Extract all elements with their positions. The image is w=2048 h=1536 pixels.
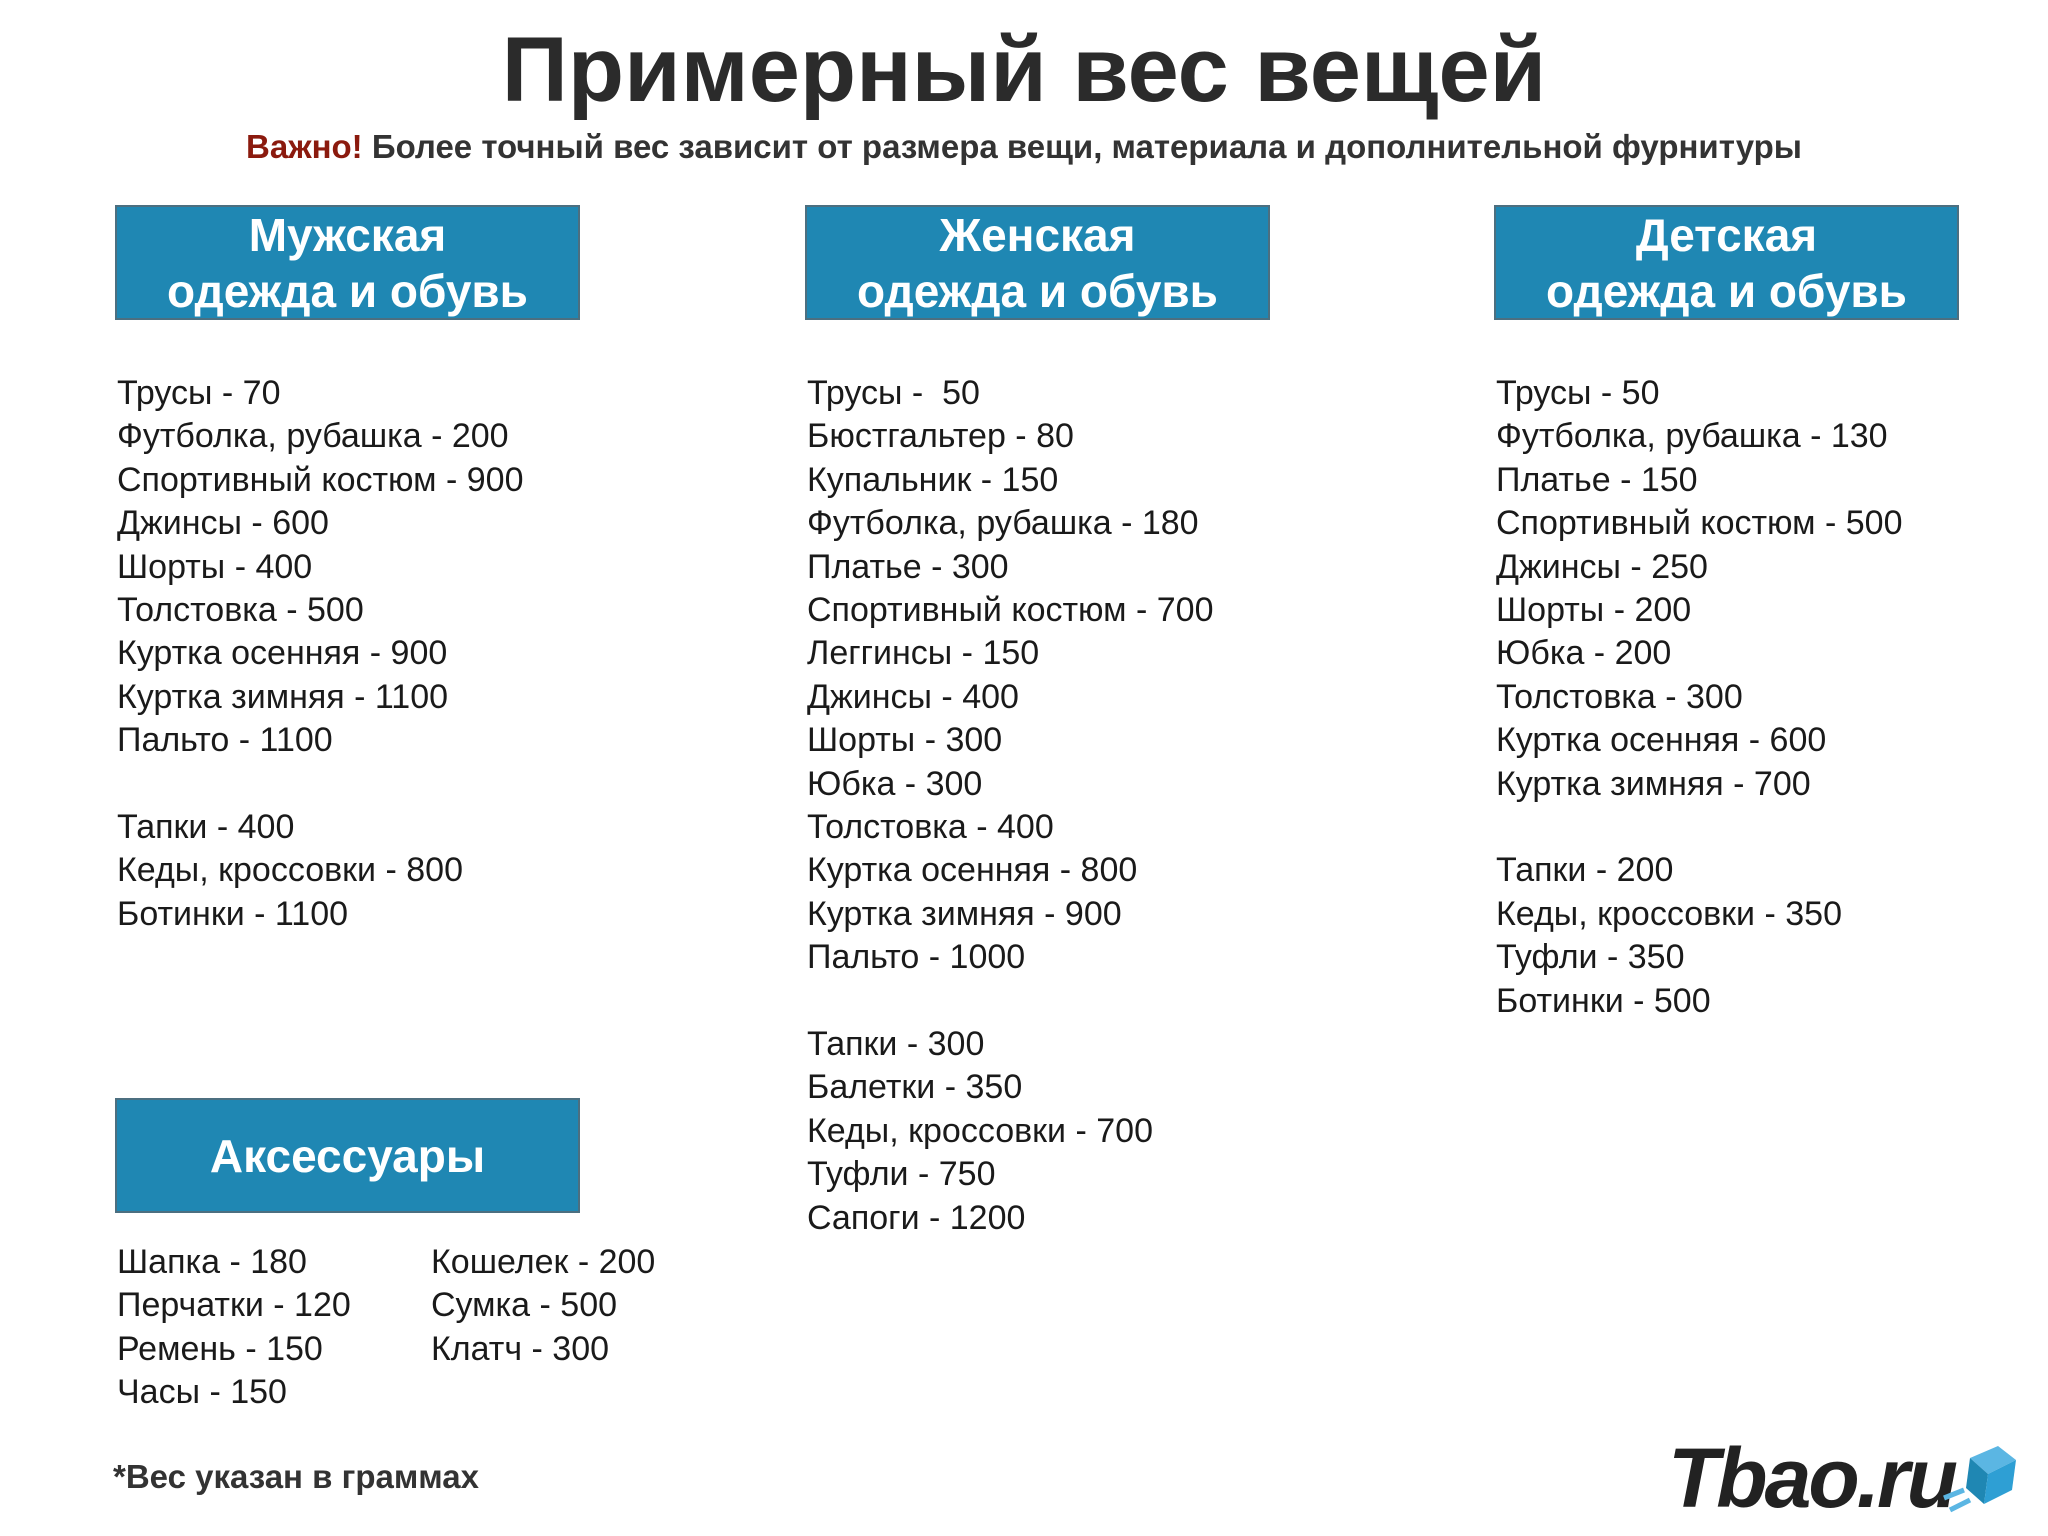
item: Платье - 150 [1496, 460, 1698, 499]
item: Куртка осенняя - 600 [1496, 721, 1827, 760]
item: Джинсы - 600 [117, 504, 329, 543]
item: Бюстгальтер - 80 [807, 417, 1074, 456]
logo: Tbao.ru [1668, 1431, 1958, 1525]
item: Спортивный костюм - 900 [117, 460, 524, 499]
section-title-line: Мужская [248, 208, 447, 261]
item: Леггинсы - 150 [807, 634, 1040, 673]
item: Ремень - 150 [117, 1329, 323, 1368]
item: Туфли - 350 [1496, 938, 1685, 977]
item: Туфли - 750 [807, 1155, 996, 1194]
item: Спортивный костюм - 500 [1496, 504, 1903, 543]
item: Юбка - 200 [1496, 634, 1672, 673]
item: Часы - 150 [117, 1373, 287, 1412]
item: Толстовка - 300 [1496, 677, 1743, 716]
section-title-line: Женская [939, 208, 1136, 261]
item: Тапки - 200 [1496, 851, 1674, 890]
item: Куртка зимняя - 1100 [117, 677, 449, 716]
section-header: Женская одежда и обувь [805, 205, 1270, 320]
note-text: Более точный вес зависит от размера вещи… [371, 128, 1802, 165]
item: Юбка - 300 [807, 764, 983, 803]
item: Спортивный костюм - 700 [807, 591, 1214, 629]
item: Толстовка - 400 [807, 808, 1054, 846]
item: Куртка осенняя - 800 [807, 851, 1138, 890]
item: Трусы - 50 [1496, 374, 1660, 412]
section-header: Детская одежда и обувь [1494, 205, 1959, 320]
item: Тапки - 300 [807, 1025, 985, 1063]
note: Важно! Более точный вес зависит от разме… [0, 128, 2048, 166]
item: Джинсы - 250 [1496, 547, 1708, 586]
footnote: *Вес указан в граммах [113, 1458, 479, 1495]
item: Шорты - 200 [1496, 591, 1692, 629]
item: Клатч - 300 [431, 1329, 610, 1368]
item: Трусы - 50 [807, 374, 980, 412]
item: Куртка зимняя - 900 [807, 894, 1122, 933]
item: Платье - 300 [807, 547, 1009, 586]
section-title-line: Аксессуары [209, 1129, 486, 1182]
section-header: Аксессуары [115, 1098, 580, 1213]
item: Футболка, рубашка - 200 [117, 417, 509, 456]
item: Футболка, рубашка - 130 [1496, 417, 1888, 456]
item: Шорты - 300 [807, 721, 1003, 760]
item: Пальто - 1000 [807, 938, 1026, 977]
section-title-line: одежда и обувь [1546, 264, 1907, 317]
item: Тапки - 400 [117, 808, 295, 846]
section-title-line: одежда и обувь [857, 264, 1218, 317]
note-label: Важно! [246, 128, 363, 165]
item: Купальник - 150 [807, 460, 1059, 499]
item: Сапоги - 1200 [807, 1198, 1026, 1237]
section-header: Мужская одежда и обувь [115, 205, 580, 320]
item: Кеды, кроссовки - 800 [117, 851, 463, 890]
item: Толстовка - 500 [117, 591, 364, 629]
item: Трусы - 70 [117, 374, 281, 412]
item: Перчатки - 120 [117, 1286, 351, 1325]
item: Футболка, рубашка - 180 [807, 504, 1199, 543]
item: Шорты - 400 [117, 547, 313, 586]
item: Сумка - 500 [431, 1286, 618, 1325]
logo-icon [1943, 1446, 2016, 1513]
item: Куртка зимняя - 700 [1496, 764, 1811, 803]
title: Примерный вес вещей [501, 19, 1547, 121]
item: Ботинки - 500 [1496, 981, 1711, 1020]
item: Кошелек - 200 [431, 1243, 656, 1281]
item: Куртка осенняя - 900 [117, 634, 448, 673]
section-title-line: Детская [1635, 208, 1818, 261]
section-title-line: одежда и обувь [167, 264, 528, 317]
item: Пальто - 1100 [117, 721, 333, 760]
item: Ботинки - 1100 [117, 894, 349, 933]
item: Балетки - 350 [807, 1068, 1023, 1107]
item: Кеды, кроссовки - 700 [807, 1111, 1153, 1150]
item: Джинсы - 400 [807, 677, 1019, 716]
item: Шапка - 180 [117, 1243, 307, 1281]
item: Кеды, кроссовки - 350 [1496, 894, 1842, 933]
